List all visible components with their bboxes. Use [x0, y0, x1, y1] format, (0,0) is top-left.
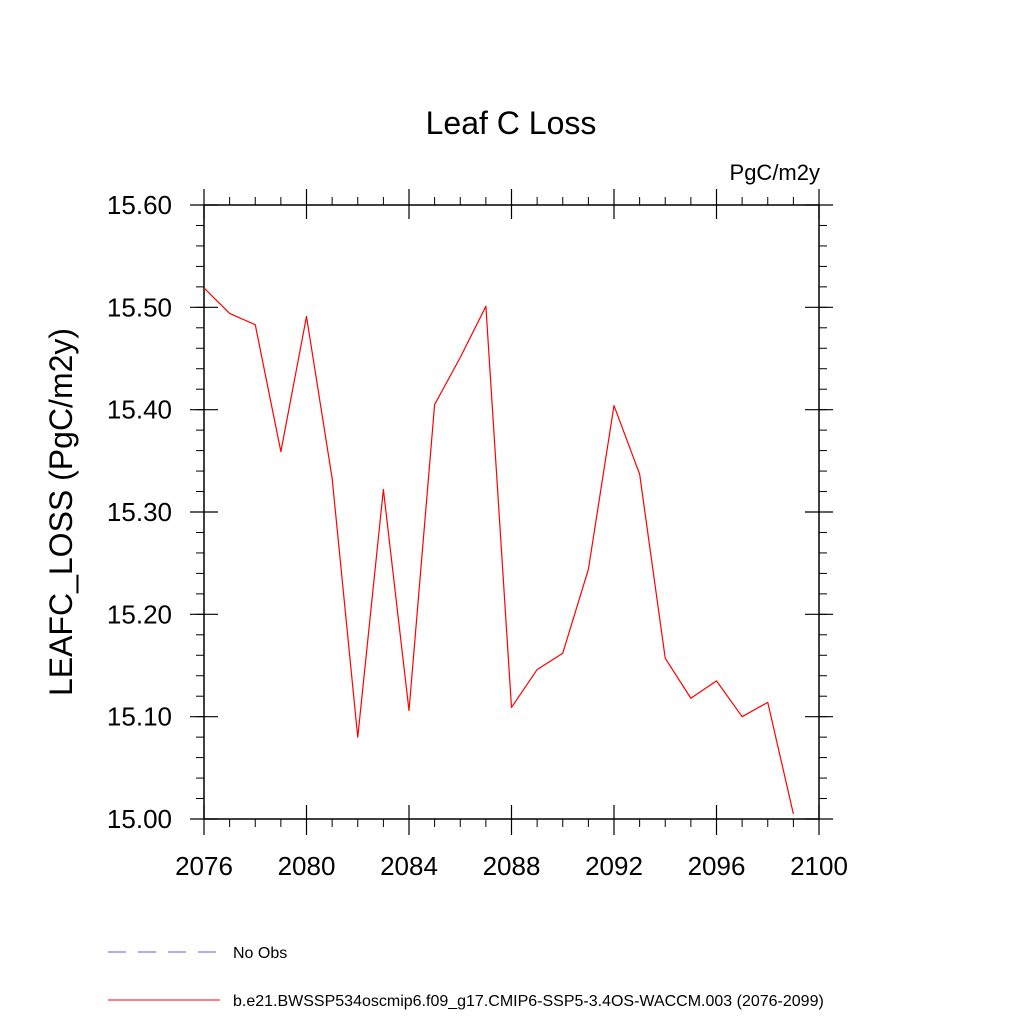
x-tick-label: 2084: [380, 851, 438, 881]
x-tick-label: 2096: [688, 851, 746, 881]
y-tick-labels: 15.00 15.10 15.20 15.30 15.40 15.50 15.60: [107, 190, 172, 834]
minor-ticks: [196, 197, 827, 827]
major-ticks: [190, 189, 833, 835]
plot-frame: [203, 204, 820, 820]
y-tick-label: 15.10: [107, 702, 172, 732]
series-line-0: [203, 287, 794, 815]
x-tick-label: 2080: [278, 851, 336, 881]
units-label: PgC/m2y: [730, 160, 820, 185]
x-tick-label: 2076: [175, 851, 233, 881]
legend-label-model-run: b.e21.BWSSP534oscmip6.f09_g17.CMIP6-SSP5…: [233, 993, 824, 1010]
y-tick-label: 15.20: [107, 599, 172, 629]
y-tick-label: 15.40: [107, 395, 172, 425]
y-tick-label: 15.00: [107, 804, 172, 834]
x-tick-label: 2100: [790, 851, 848, 881]
x-tick-label: 2092: [585, 851, 643, 881]
x-tick-labels: 2076 2080 2084 2088 2092 2096 2100: [175, 851, 848, 881]
y-tick-label: 15.60: [107, 190, 172, 220]
x-tick-label: 2088: [483, 851, 541, 881]
legend: No Obs b.e21.BWSSP534oscmip6.f09_g17.CMI…: [108, 945, 824, 1010]
y-axis-label: LEAFC_LOSS (PgC/m2y): [43, 328, 79, 696]
y-tick-label: 15.30: [107, 497, 172, 527]
series-group: [203, 287, 794, 815]
chart-title: Leaf C Loss: [426, 105, 597, 141]
legend-label-no-obs: No Obs: [233, 945, 287, 962]
y-tick-label: 15.50: [107, 292, 172, 322]
